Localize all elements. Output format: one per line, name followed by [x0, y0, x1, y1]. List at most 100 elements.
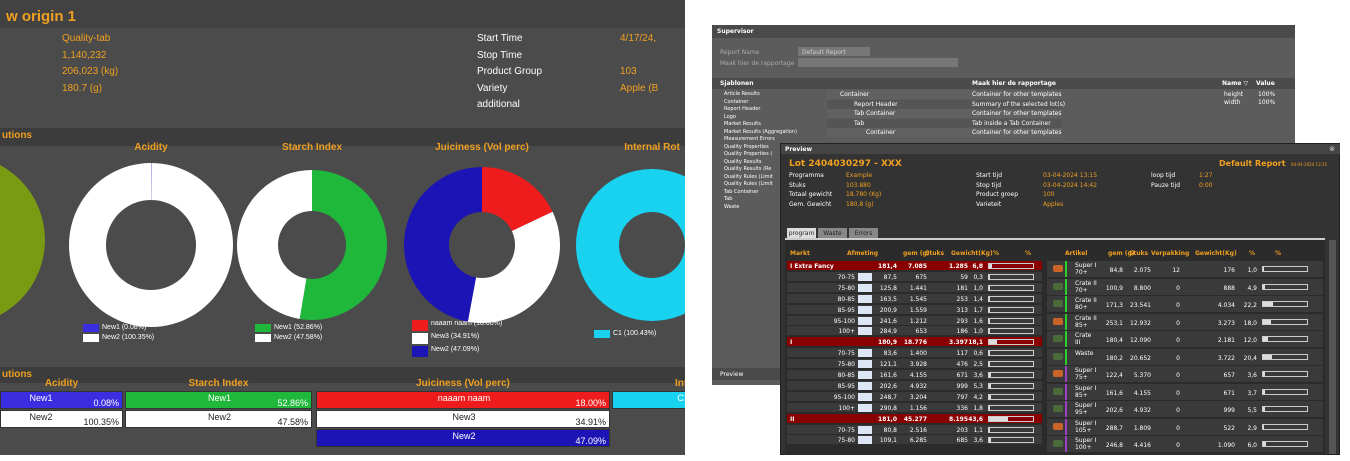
- table-cell: 4.932: [909, 382, 927, 390]
- size-swatch: [858, 272, 872, 281]
- table-cell: Crate III: [1075, 332, 1092, 346]
- table-cell: 0: [1176, 372, 1180, 379]
- chart-title: Acidity: [134, 142, 168, 153]
- legend-swatch: [255, 324, 271, 332]
- table-cell: 20,4: [1243, 354, 1257, 362]
- chart-title: Starch Index: [281, 142, 343, 153]
- table-cell: 5.370: [1133, 372, 1151, 379]
- table-cell: 45.277: [903, 415, 927, 423]
- table-cell: 1,4: [973, 295, 983, 303]
- table-cell: I: [790, 339, 793, 347]
- table-cell: 685: [956, 437, 968, 445]
- percent-fill: [1263, 337, 1269, 341]
- percent-bar: [988, 339, 1034, 346]
- article-icon: [1053, 440, 1063, 447]
- table-cell: Crate II 80+: [1075, 297, 1097, 311]
- table-cell: 336: [956, 404, 968, 412]
- table-cell: 75-80: [837, 284, 855, 292]
- table-cell: 1.285: [949, 263, 968, 270]
- table-cell: 200,9: [879, 306, 897, 314]
- table-cell: 117: [956, 350, 968, 358]
- size-swatch: [858, 327, 872, 336]
- table-header: %: [1025, 250, 1032, 257]
- info-label: Gem. Gewicht: [789, 200, 832, 208]
- scrollbar: [1329, 240, 1336, 454]
- table-cell: Super I 95+: [1075, 402, 1097, 416]
- donut-slice: [467, 211, 561, 323]
- table-cell: 18.776: [903, 339, 927, 347]
- section-header: [0, 128, 685, 146]
- table-cell: 4,9: [1247, 284, 1257, 292]
- percent-bar: [988, 361, 1034, 368]
- table-row: [787, 370, 1042, 380]
- legend-label: New1 (52.86%): [274, 324, 323, 331]
- preview-titlebar: [781, 144, 1340, 154]
- column-header: Juiciness (Vol perc): [416, 378, 510, 389]
- table-cell: 1.545: [909, 295, 927, 303]
- props-cell: 100%: [1258, 91, 1276, 98]
- percent-bar: [988, 295, 1034, 302]
- tab[interactable]: Waste: [818, 228, 847, 238]
- table-cell: 181,0: [878, 415, 897, 423]
- info-value: 4/17/24,: [620, 33, 657, 44]
- table-cell: 5,5: [1247, 407, 1257, 414]
- table-cell: 797: [956, 393, 968, 401]
- table-cell: 5,3: [973, 382, 983, 390]
- table-cell: 12.090: [1130, 337, 1151, 344]
- table-header: gem (g): [1108, 250, 1135, 257]
- grid-row: [827, 118, 1062, 128]
- table-row: [787, 261, 1042, 271]
- preview-title: Preview: [785, 146, 813, 153]
- table-cell: 1,1: [973, 426, 983, 434]
- table-row: [1047, 418, 1323, 435]
- table-cell: 3,6: [1247, 372, 1257, 379]
- partial-donut: [0, 165, 45, 315]
- table-cell: 671: [1223, 389, 1235, 397]
- info-label: additional: [477, 99, 520, 110]
- table-cell: 241,6: [879, 317, 897, 325]
- table-row: [1047, 436, 1323, 452]
- category-label: naaam naam: [437, 393, 491, 403]
- table-header: Markt: [790, 250, 810, 257]
- table-cell: 4.155: [1133, 389, 1151, 397]
- table-cell: 4.034: [1217, 302, 1235, 309]
- footer-bar: [712, 368, 782, 380]
- tab[interactable]: Errors: [849, 228, 878, 238]
- table-cell: 522: [1223, 424, 1235, 432]
- info-value: 1,140,232: [62, 49, 107, 61]
- table-cell: 1.212: [909, 317, 927, 325]
- table-row: [787, 282, 1042, 293]
- size-swatch: [858, 436, 872, 445]
- percent-fill: [989, 296, 990, 301]
- table-cell: 253,1: [1105, 319, 1123, 327]
- article-icon: [1053, 405, 1063, 412]
- percent-fill: [1263, 284, 1266, 289]
- table-row: [1047, 313, 1323, 330]
- table-cell: 85-95: [837, 382, 855, 390]
- category-label: New3: [452, 412, 476, 422]
- table-header: %: [1275, 250, 1282, 257]
- info-label: loop tijd: [1151, 172, 1176, 179]
- tab[interactable]: program: [787, 228, 816, 238]
- report-name: Default Report: [1219, 159, 1286, 168]
- table-cell: Super I 75+: [1075, 367, 1097, 381]
- percent-bar: [988, 437, 1034, 444]
- info-value: Apple (B: [620, 82, 659, 94]
- table-cell: 999: [1223, 407, 1235, 414]
- value-label: 100.35%: [83, 417, 119, 427]
- table-cell: 0: [1176, 389, 1180, 397]
- table-cell: 2.075: [1133, 267, 1151, 274]
- table-cell: 3,6: [973, 372, 983, 379]
- field-input: [798, 47, 870, 56]
- grid-desc: Container for other templates: [972, 129, 1062, 136]
- table-row: [787, 424, 1042, 435]
- table-cell: 1.809: [1133, 424, 1151, 432]
- article-icon: [1053, 352, 1063, 360]
- percent-bar: [1262, 301, 1308, 307]
- legend-swatch: [412, 333, 428, 344]
- article-icon: [1053, 282, 1063, 290]
- percent-bar: [988, 404, 1034, 411]
- legend-label: New2 (47.58%): [274, 334, 323, 341]
- column-header: Acidity: [44, 378, 79, 389]
- article-icon: [1053, 335, 1063, 342]
